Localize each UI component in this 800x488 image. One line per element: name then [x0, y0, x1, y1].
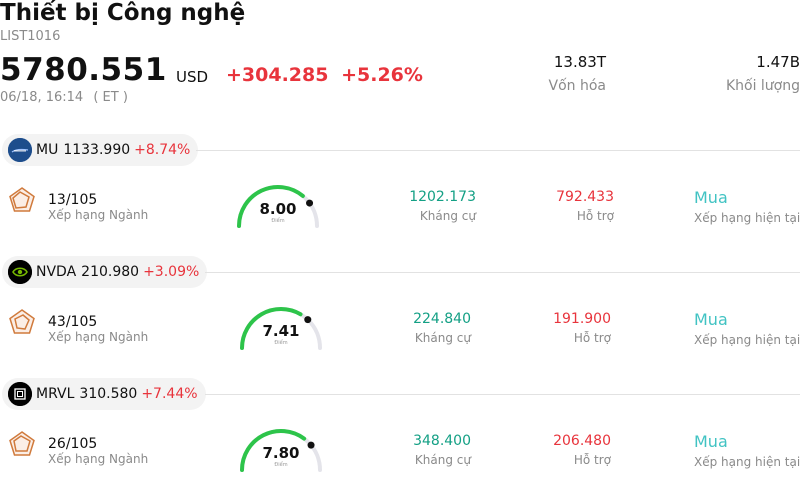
row-divider	[205, 394, 800, 395]
rating-value: Mua	[694, 432, 728, 451]
price-change: +304.285 +5.26%	[226, 64, 423, 86]
resistance-value: 348.400	[413, 433, 471, 449]
score-value: 7.41	[262, 322, 300, 340]
stock-chip-nvda[interactable]: NVDA 210.980 +3.09%	[2, 256, 208, 288]
rating-label: Xếp hạng hiện tại	[694, 333, 800, 347]
volume-label: Khối lượng	[725, 78, 800, 94]
stock-change-percent: +8.74%	[134, 142, 191, 158]
industry-rank-icon	[9, 431, 35, 456]
price-change-value: +304.285	[226, 64, 329, 86]
industry-rank-icon	[9, 309, 35, 334]
resistance-label: Kháng cự	[419, 209, 476, 223]
support-value: 206.480	[553, 433, 611, 449]
stock-change-percent: +3.09%	[143, 264, 200, 280]
rating-value: Mua	[694, 310, 728, 329]
support-value: 792.433	[556, 189, 614, 205]
support-label: Hỗ trợ	[573, 331, 611, 345]
row-divider	[205, 272, 800, 273]
score-label: Điểm	[271, 218, 285, 224]
page-title: Thiết bị Công nghệ	[0, 0, 246, 26]
resistance-label: Kháng cự	[414, 453, 471, 467]
support-label: Hỗ trợ	[576, 209, 614, 223]
timezone-label: ( ET )	[93, 90, 128, 105]
rating-value: Mua	[694, 188, 728, 207]
industry-rank: 13/105	[48, 192, 98, 208]
volume-value: 1.47B	[756, 53, 800, 71]
resistance-label: Kháng cự	[414, 331, 471, 345]
stock-price: 210.980	[81, 264, 140, 280]
timestamp-value: 06/18, 16:14	[0, 90, 84, 105]
score-value: 7.80	[262, 444, 300, 462]
score-value: 8.00	[259, 200, 297, 218]
score-label: Điểm	[274, 340, 288, 346]
resistance-value: 1202.173	[409, 189, 476, 205]
price-change-percent: +5.26%	[341, 64, 423, 86]
score-gauge-arc	[240, 429, 322, 472]
score-gauge: 7.80 Điểm	[239, 418, 329, 474]
support-label: Hỗ trợ	[573, 453, 611, 467]
stock-change-percent: +7.44%	[141, 386, 198, 402]
stock-chip-mrvl[interactable]: MRVL 310.580 +7.44%	[2, 378, 206, 410]
stock-symbol: NVDA	[36, 264, 77, 280]
stock-symbol: MRVL	[36, 386, 75, 402]
resistance-value: 224.840	[413, 311, 471, 327]
rating-label: Xếp hạng hiện tại	[694, 211, 800, 225]
stock-card-nvda[interactable]: NVDA 210.980 +3.09% 43/105 Xếp hạng Ngàn…	[0, 256, 800, 378]
support-value: 191.900	[553, 311, 611, 327]
currency-label: USD	[176, 68, 209, 86]
industry-rank-label: Xếp hạng Ngành	[48, 208, 149, 222]
industry-rank: 26/105	[48, 436, 98, 452]
stock-price: 1133.990	[63, 142, 131, 158]
score-gauge: 7.41 Điểm	[239, 296, 329, 352]
score-label: Điểm	[274, 462, 288, 468]
industry-rank-label: Xếp hạng Ngành	[48, 452, 149, 466]
stock-symbol: MU	[36, 142, 59, 158]
marvell-logo-icon	[8, 382, 32, 406]
index-price: 5780.551	[0, 52, 167, 88]
industry-rank-label: Xếp hạng Ngành	[48, 330, 149, 344]
micron-logo-icon	[8, 138, 32, 162]
industry-rank-icon	[9, 187, 35, 212]
row-divider	[196, 150, 800, 151]
industry-rank: 43/105	[48, 314, 98, 330]
market-cap-label: Vốn hóa	[548, 78, 606, 94]
market-cap-value: 13.83T	[553, 53, 606, 71]
score-gauge-arc	[240, 307, 322, 350]
stock-card-mrvl[interactable]: MRVL 310.580 +7.44% 26/105 Xếp hạng Ngàn…	[0, 378, 800, 488]
stock-card-mu[interactable]: MU 1133.990 +8.74% 13/105 Xếp hạng Ngành…	[0, 134, 800, 256]
rating-label: Xếp hạng hiện tại	[694, 455, 800, 469]
stock-price: 310.580	[79, 386, 138, 402]
list-code: LIST1016	[0, 29, 61, 44]
nvidia-logo-icon	[8, 260, 32, 284]
stock-chip-mu[interactable]: MU 1133.990 +8.74%	[2, 134, 199, 166]
timestamp: 06/18, 16:14 ( ET )	[0, 90, 128, 105]
score-gauge: 8.00 Điểm	[236, 174, 326, 230]
score-gauge-arc	[237, 185, 319, 228]
